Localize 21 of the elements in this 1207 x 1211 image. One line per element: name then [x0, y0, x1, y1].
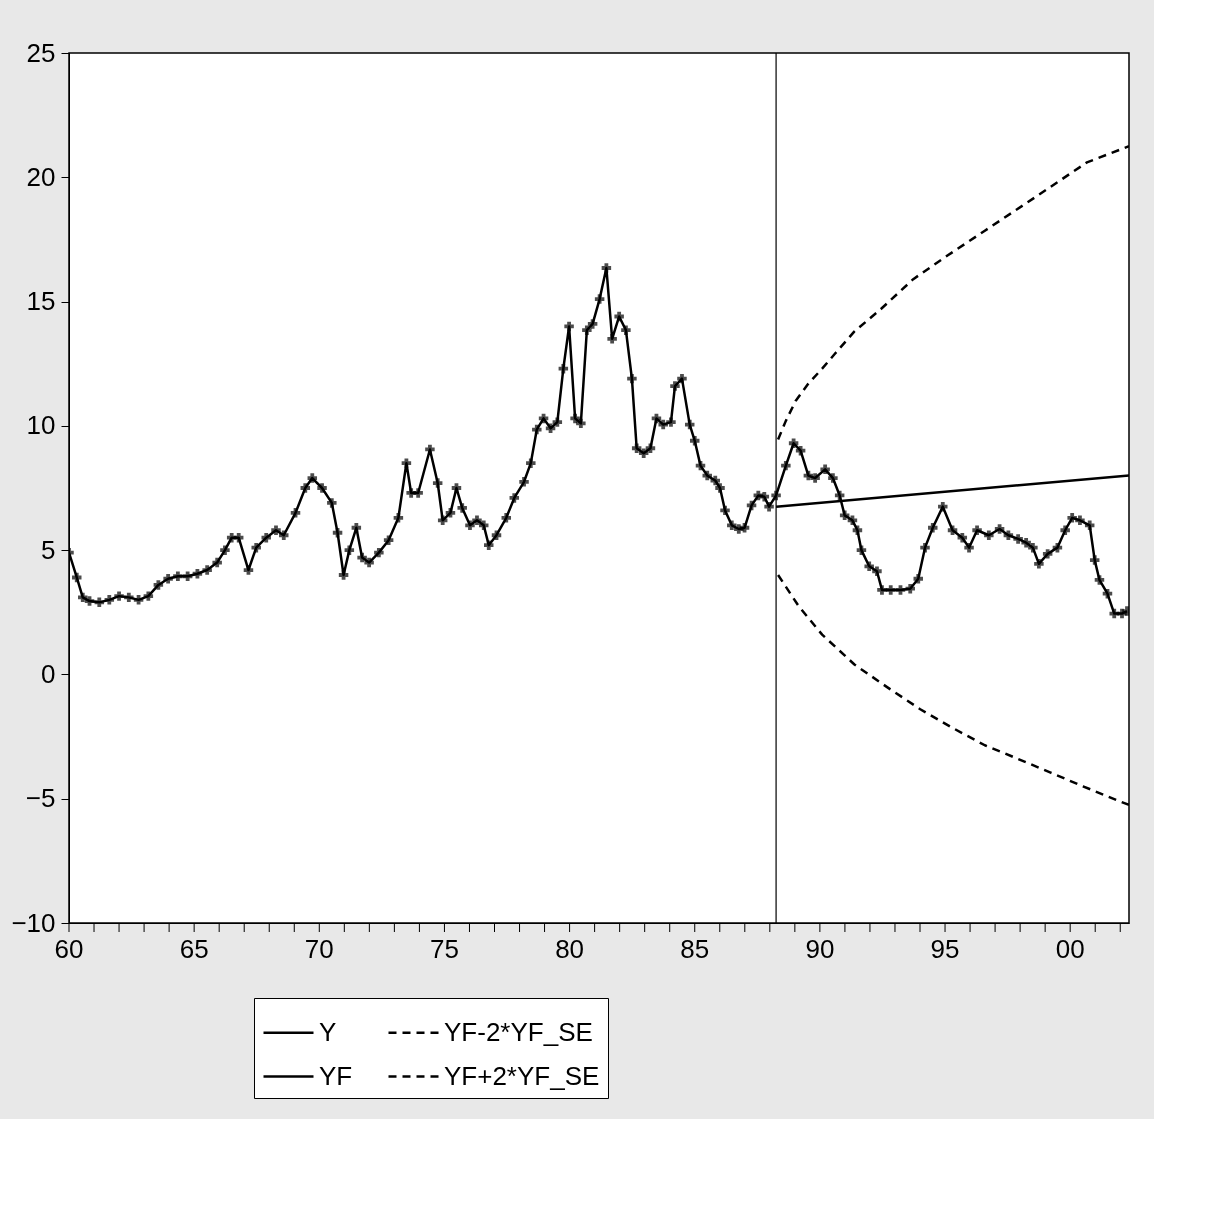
x-tick-label: 70: [304, 934, 334, 964]
y-tick-label: 10: [26, 410, 56, 441]
x-tick-label: 95: [930, 934, 960, 964]
legend-label: YF-2*YF_SE: [444, 1016, 593, 1047]
x-tick-label: 60: [54, 934, 84, 964]
legend-label: YF: [319, 1060, 353, 1091]
x-tick-label: 65: [179, 934, 209, 964]
y-tick-label: 0: [41, 658, 56, 689]
y-tick-label: 15: [26, 286, 56, 317]
y-tick-label: 5: [41, 534, 56, 565]
x-tick-label: 80: [555, 934, 585, 964]
y-tick-label: −5: [25, 783, 56, 814]
y-tick-label: 25: [26, 37, 56, 68]
legend-label: YF+2*YF_SE: [444, 1060, 600, 1091]
legend-label: Y: [319, 1016, 337, 1047]
x-tick-label: 00: [1055, 934, 1085, 964]
x-tick-label: 85: [680, 934, 710, 964]
x-tick-label: 75: [429, 934, 459, 964]
y-tick-label: 20: [26, 161, 56, 192]
x-tick-label: 90: [805, 934, 835, 964]
y-tick-label: −10: [11, 907, 56, 938]
